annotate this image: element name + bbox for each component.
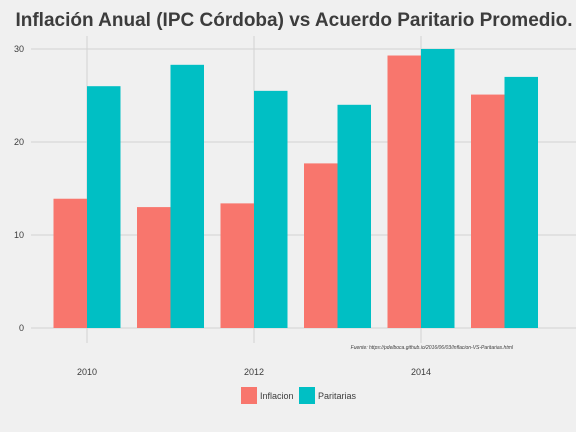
bar-inflacion-2011: [137, 207, 171, 328]
x-tick-label: 2014: [411, 367, 431, 377]
bar-paritarias-2010: [87, 86, 121, 328]
legend-label-paritarias: Paritarias: [318, 391, 357, 401]
x-axis-ticks: 2010 2012 2014: [77, 367, 431, 377]
source-annotation: Fuente: https://pdelboca.github.io/2016/…: [351, 345, 514, 351]
y-tick-label: 10: [14, 230, 24, 240]
bar-paritarias-2013: [337, 104, 371, 328]
bar-inflacion-2015: [471, 94, 505, 328]
x-tick-label: 2012: [244, 367, 264, 377]
chart-title: Inflación Anual (IPC Córdoba) vs Acuerdo…: [15, 10, 572, 31]
bar-paritarias-2014: [421, 49, 455, 328]
y-axis-ticks: 0 10 20 30: [14, 44, 24, 333]
bar-inflacion-2010: [53, 198, 87, 328]
bar-paritarias-2012: [254, 90, 288, 328]
bar-paritarias-2015: [504, 76, 538, 329]
legend-label-inflacion: Inflacion: [260, 391, 294, 401]
x-tick-label: 2010: [77, 367, 97, 377]
legend-swatch-paritarias: [299, 387, 315, 404]
y-tick-label: 20: [14, 137, 24, 147]
legend: Inflacion Paritarias: [241, 387, 357, 404]
legend-swatch-inflacion: [241, 387, 257, 404]
bar-paritarias-2011: [170, 64, 204, 328]
bars: [53, 49, 538, 329]
bar-inflacion-2013: [304, 163, 338, 328]
y-tick-label: 0: [19, 323, 24, 333]
y-tick-label: 30: [14, 44, 24, 54]
bar-inflacion-2014: [387, 55, 421, 328]
bar-inflacion-2012: [220, 203, 254, 328]
